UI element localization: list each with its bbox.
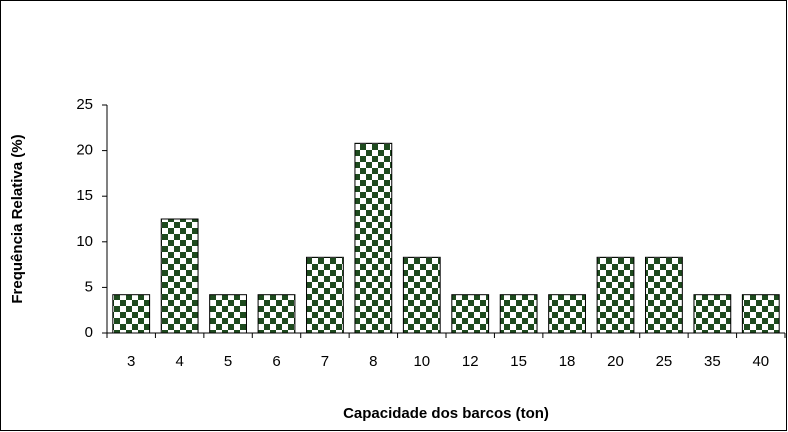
- y-tick-label: 0: [85, 324, 93, 341]
- x-tick-label: 12: [462, 353, 479, 370]
- y-tick-label: 20: [76, 142, 93, 159]
- x-tick-label: 3: [127, 353, 135, 370]
- bar: [451, 294, 490, 334]
- x-tick-label: 4: [175, 353, 183, 370]
- bar: [596, 256, 635, 334]
- x-tick-label: 6: [272, 353, 280, 370]
- bar: [741, 294, 780, 334]
- x-axis-title: Capacidade dos barcos (ton): [343, 405, 549, 422]
- x-tick-label: 7: [321, 353, 329, 370]
- bar: [693, 294, 732, 334]
- bar: [160, 218, 199, 334]
- bar: [354, 142, 393, 334]
- x-tick-label: 25: [656, 353, 673, 370]
- x-tick-label: 8: [369, 353, 377, 370]
- x-tick-label: 10: [413, 353, 430, 370]
- x-tick-label: 40: [752, 353, 769, 370]
- x-tick-label: 20: [607, 353, 624, 370]
- bar: [548, 294, 586, 334]
- y-tick-label: 15: [76, 187, 93, 204]
- y-axis-title: Frequência Relativa (%): [9, 134, 26, 303]
- bar: [645, 256, 683, 334]
- y-tick-label: 5: [85, 278, 93, 295]
- bar: [112, 294, 151, 334]
- x-tick-label: 5: [224, 353, 232, 370]
- x-tick-label: 35: [704, 353, 721, 370]
- bar: [402, 256, 441, 334]
- bar: [257, 294, 296, 334]
- x-tick-label: 18: [559, 353, 576, 370]
- bar: [499, 294, 538, 334]
- bar: [306, 256, 344, 334]
- x-tick-label: 15: [510, 353, 527, 370]
- bar: [209, 294, 247, 334]
- y-tick-label: 25: [76, 96, 93, 113]
- y-tick-label: 10: [76, 233, 93, 250]
